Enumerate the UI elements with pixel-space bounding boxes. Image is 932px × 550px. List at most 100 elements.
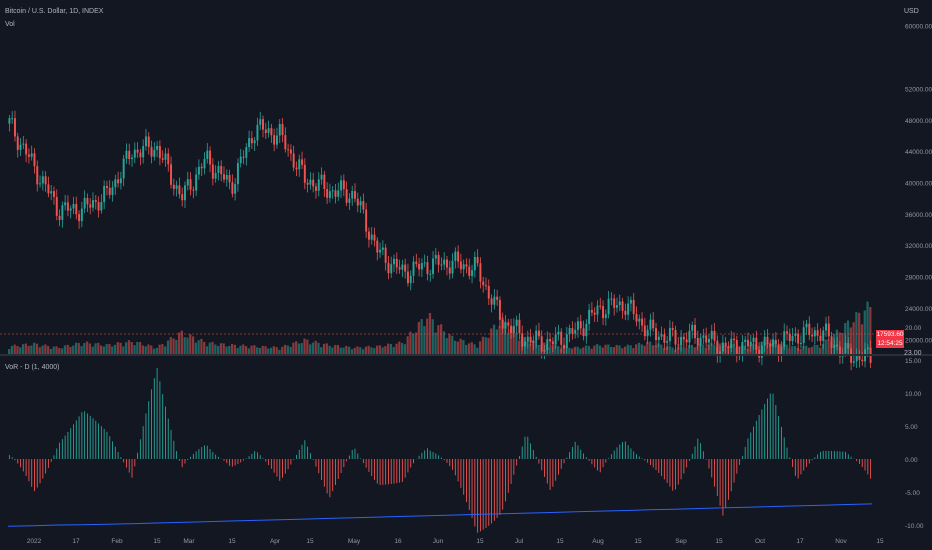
time-axis-label: 16 [394, 538, 402, 545]
candle-body [515, 319, 518, 326]
candle-body [217, 165, 220, 173]
volume-bar [515, 332, 518, 355]
volume-bar [314, 340, 317, 355]
time-axis-label: 15 [153, 538, 161, 545]
volume-bar [760, 341, 763, 355]
symbol-title[interactable]: Bitcoin / U.S. Dollar, 1D, INDEX [5, 8, 104, 15]
candle-body [627, 303, 630, 315]
candle-body [303, 164, 306, 183]
candle-body [228, 175, 231, 183]
candle-body [663, 334, 666, 343]
volume-bar [791, 346, 794, 355]
candle-body [448, 267, 451, 274]
volume-bar [863, 310, 866, 355]
candle-body [426, 262, 429, 274]
last-price-tag: 17593.60 [876, 330, 904, 339]
volume-bar [191, 336, 195, 355]
volume-bar [679, 345, 682, 355]
candle-body [568, 328, 571, 335]
candle-body [108, 187, 111, 195]
volume-bar [643, 345, 646, 355]
volume-bar [841, 332, 844, 355]
candle-body [331, 190, 334, 192]
volume-bar [534, 340, 537, 355]
volume-bar [300, 342, 303, 355]
volume-bar [69, 346, 72, 355]
volume-bar [256, 347, 259, 355]
vor-indicator-label[interactable]: VoR - D (1, 4000) [5, 364, 60, 371]
candle-body [340, 180, 343, 191]
price-axis-label: 60000.00 [905, 24, 932, 31]
candle-body [142, 146, 145, 158]
candle-body [53, 191, 55, 198]
volume-bar [484, 337, 487, 355]
candle-body [813, 330, 816, 337]
volume-bar [813, 344, 816, 355]
candle-body [471, 270, 474, 276]
volume-bar [537, 344, 540, 355]
volume-bar [317, 342, 320, 355]
volume-bar [768, 342, 772, 355]
volume-bar [504, 321, 507, 355]
volume-bar [584, 345, 588, 355]
volume-bar [632, 348, 635, 355]
candle-body [730, 338, 733, 348]
candle-body [119, 178, 122, 184]
candle-body [197, 166, 200, 175]
time-axis-label: 17 [72, 538, 80, 545]
candle-body [234, 184, 237, 194]
candle-body [535, 330, 538, 341]
volume-bar [629, 345, 632, 355]
volume-bar [24, 343, 27, 355]
candle-body [565, 334, 568, 349]
volume-indicator-label[interactable]: Vol [5, 21, 15, 28]
volume-bar [41, 345, 44, 355]
volume-bar [498, 325, 501, 355]
candle-body [50, 191, 53, 194]
price-axis-label: 52000.00 [905, 86, 932, 93]
volume-bar [389, 343, 393, 355]
volume-bar [830, 342, 833, 355]
volume-bar [835, 329, 838, 355]
volume-bar [322, 343, 326, 355]
candle-body [36, 166, 39, 185]
volume-bar [487, 337, 490, 355]
volume-bar [682, 347, 685, 355]
volume-bar [364, 346, 367, 355]
candle-body [454, 251, 457, 261]
volume-bar [782, 342, 786, 355]
candle-body [549, 339, 552, 342]
candle-body [373, 234, 376, 241]
volume-bar [127, 340, 131, 355]
candle-body [786, 331, 788, 334]
candle-body [362, 201, 365, 210]
countdown-tag: 12:54:25 [876, 339, 904, 348]
volume-bar [72, 345, 75, 355]
candle-body [811, 334, 814, 337]
volume-bar [518, 340, 521, 355]
volume-bar [392, 347, 395, 355]
price-axis[interactable]: 60000.00 52000.00 48000.00 44000.00 40000.00… [905, 24, 932, 345]
volume-bar [217, 346, 220, 355]
volume-bar [816, 344, 819, 355]
candle-body [487, 286, 490, 299]
volume-bar [855, 312, 858, 355]
candle-body [694, 324, 696, 339]
volume-bar [757, 346, 760, 355]
candle-body [443, 259, 446, 265]
candle-body [262, 119, 264, 130]
volume-bar [205, 346, 209, 355]
volume-bar [211, 341, 214, 355]
volume-bar [635, 344, 638, 355]
candle-body [557, 331, 560, 335]
volume-bar [467, 343, 471, 355]
candle-body [203, 158, 206, 169]
volume-bar [108, 343, 111, 355]
time-axis[interactable]: 2022 17 Feb 15 Mar 15 Apr 15 May 16 Jun 15 Jul 15 Aug 1… [27, 538, 884, 545]
volume-bar [590, 348, 593, 355]
volume-bar [615, 344, 618, 355]
time-axis-label: 15 [306, 538, 314, 545]
volume-bar [696, 346, 699, 355]
